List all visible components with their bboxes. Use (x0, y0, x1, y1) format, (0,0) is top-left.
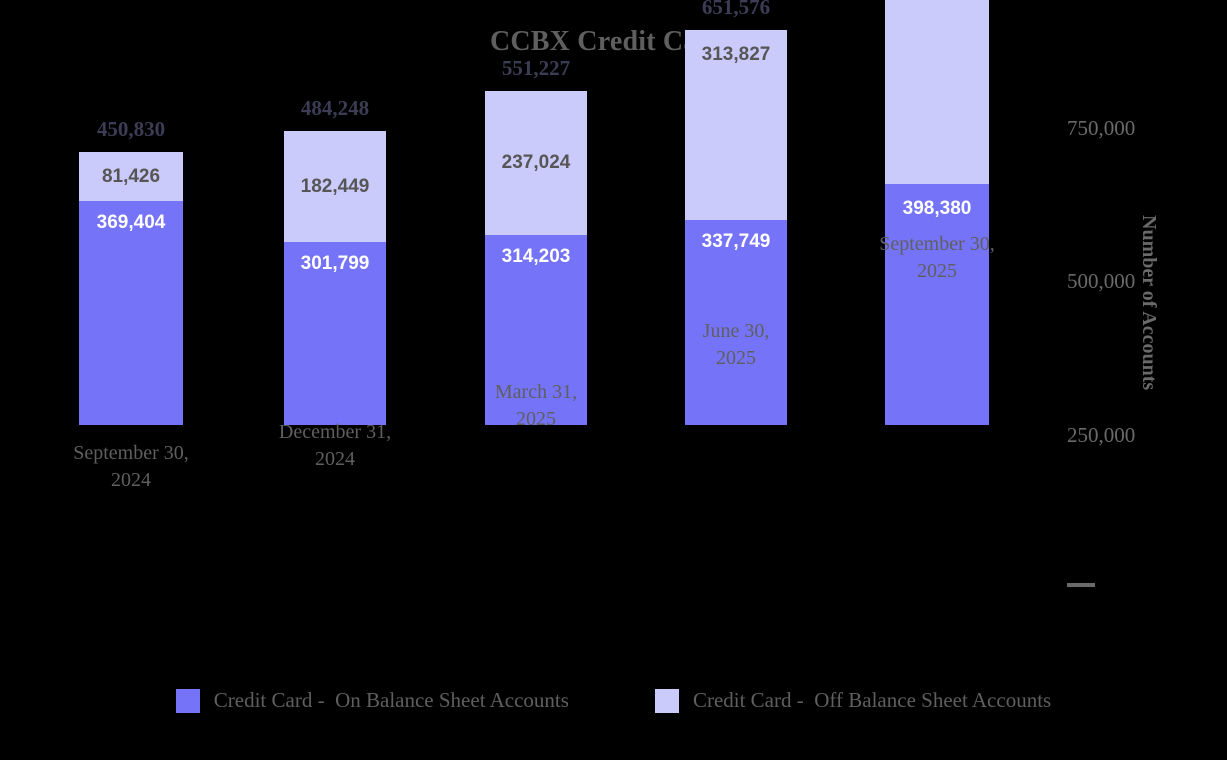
legend-item-label: Credit Card - On Balance Sheet Accounts (213, 688, 569, 712)
x-axis-category-label: March 31, 2025 (494, 381, 578, 430)
y-axis-tick-750000: 750,000 (1067, 116, 1136, 140)
bar-segment-off-balance[interactable]: 81,426 (79, 152, 183, 201)
legend-item-label: Credit Card - Off Balance Sheet Accounts (692, 688, 1052, 712)
bar-segment-value-label: 337,749 (701, 231, 771, 252)
bar-segment-off-balance[interactable]: 237,024 (485, 91, 587, 235)
legend: Credit Card - On Balance Sheet Accounts … (0, 688, 1227, 713)
bar-total-label: 450,830 (96, 117, 166, 141)
x-axis-category-label: September 30, 2025 (879, 233, 995, 282)
bar-segment-on-balance[interactable]: 369,404 (79, 201, 183, 425)
bar-group-4: 651,576 313,827 337,749 June 30, 2025 (685, 0, 787, 425)
bar-group-1: 450,830 81,426 369,404 September 30, 202… (73, 117, 189, 491)
bar-total-label: 651,576 (701, 0, 771, 19)
bar-group-3: 551,227 237,024 314,203 March 31, 2025 (485, 56, 587, 430)
bar-total-label: 551,227 (501, 56, 571, 80)
bar-segment-on-balance[interactable]: 337,749 (685, 220, 787, 425)
x-axis-category-label: September 30, 2024 (73, 442, 189, 491)
bar-segment-value-label: 314,203 (501, 246, 571, 267)
bar-segment-value-label: 182,449 (300, 175, 370, 197)
bar-stack: 81,426 369,404 (79, 152, 183, 425)
bar-segment-value-label: 301,799 (300, 253, 370, 274)
bar-stack: 396,812 398,380 (885, 0, 989, 425)
y-axis: 750,000 500,000 250,000 (1055, 0, 1165, 620)
bar-segment-on-balance[interactable]: 398,380 (885, 184, 989, 425)
y-axis-title: Number of Accounts (1138, 215, 1160, 391)
bar-segment-value-label: 237,024 (501, 152, 571, 173)
bar-segment-off-balance[interactable]: 396,812 (885, 0, 989, 184)
bar-segment-value-label: 81,426 (101, 165, 161, 187)
x-axis-category-label: June 30, 2025 (702, 320, 770, 369)
y-axis-tick-500000: 500,000 (1067, 269, 1136, 293)
x-axis-category-label: December 31, 2024 (278, 421, 392, 470)
bar-stack: 313,827 337,749 (685, 30, 787, 425)
bar-segment-on-balance[interactable]: 314,203 (485, 235, 587, 425)
bar-segment-value-label: 398,380 (902, 198, 972, 219)
bar-stack: 182,449 301,799 (284, 131, 386, 425)
y-axis-zero-marker (1067, 583, 1095, 587)
bar-group-5: 795,192 396,812 398,380 September 30, 20… (879, 0, 995, 425)
bar-segment-off-balance[interactable]: 182,449 (284, 131, 386, 242)
bar-segment-on-balance[interactable]: 301,799 (284, 242, 386, 425)
bar-segment-value-label: 313,827 (701, 44, 771, 65)
legend-item-on-balance[interactable]: Credit Card - On Balance Sheet Accounts (175, 688, 569, 713)
legend-item-off-balance[interactable]: Credit Card - Off Balance Sheet Accounts (654, 688, 1052, 713)
legend-swatch-icon (175, 688, 200, 713)
bar-stack: 237,024 314,203 (485, 91, 587, 425)
bar-segment-off-balance[interactable]: 313,827 (685, 30, 787, 220)
bar-segment-value-label: 369,404 (96, 212, 166, 233)
y-axis-tick-250000: 250,000 (1067, 423, 1136, 447)
plot-area: 450,830 81,426 369,404 September 30, 202… (73, 0, 995, 491)
bar-total-label: 484,248 (300, 96, 370, 120)
legend-swatch-icon (654, 688, 679, 713)
bar-group-2: 484,248 182,449 301,799 December 31, 202… (279, 96, 391, 470)
